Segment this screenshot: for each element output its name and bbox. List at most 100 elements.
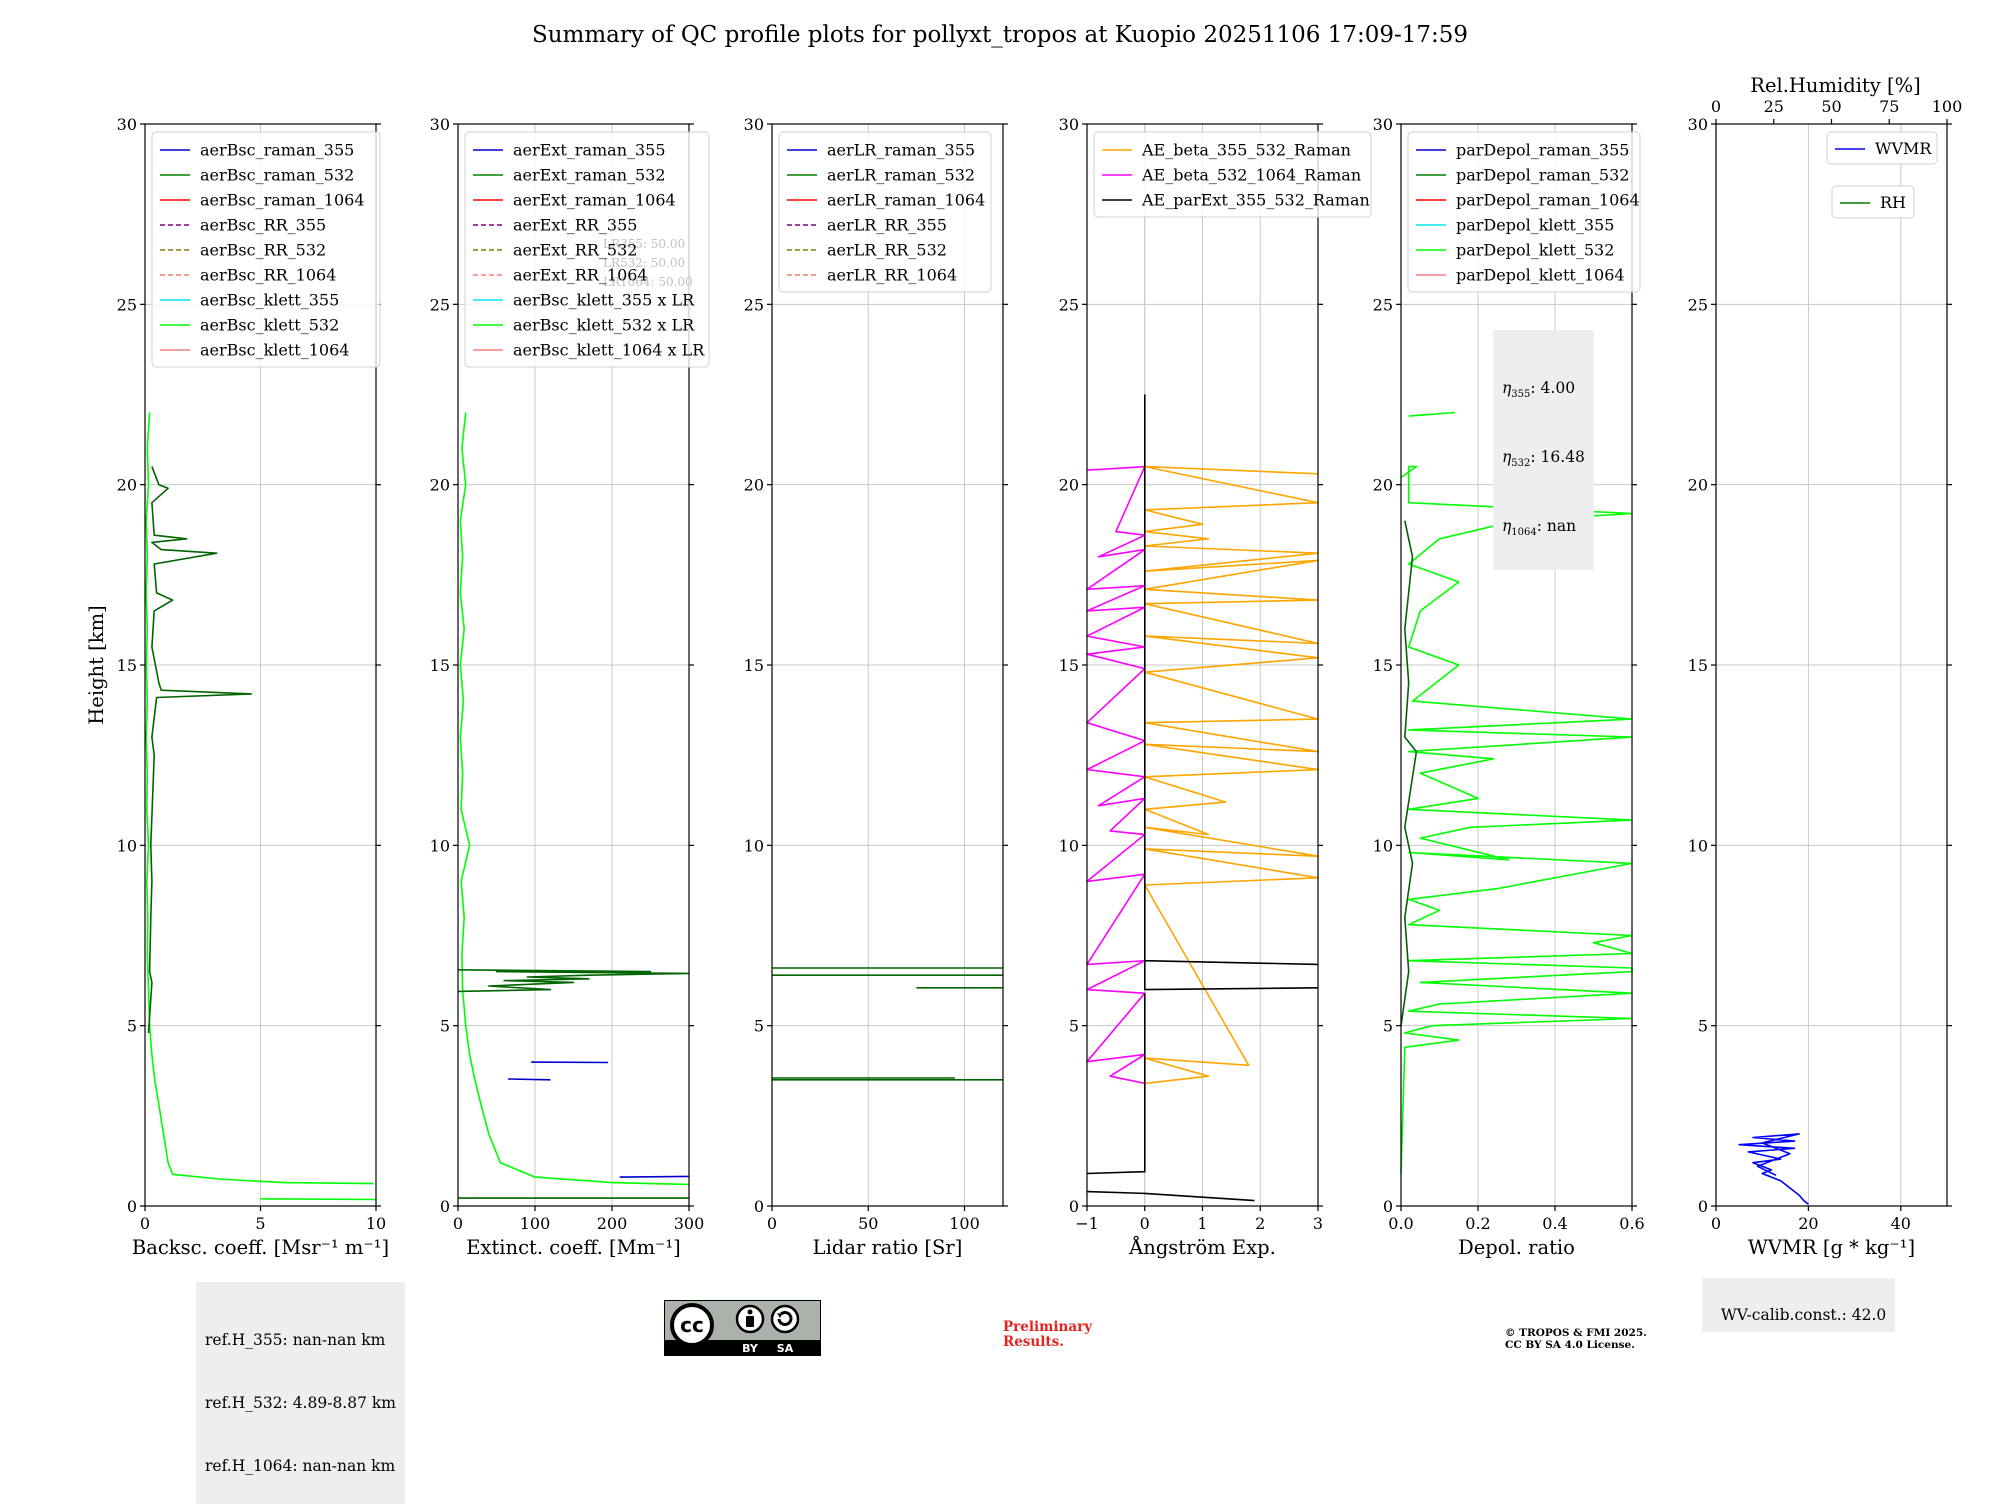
ytick-label: 25 (117, 295, 137, 314)
series-aerExt_raman_355_c (508, 1079, 550, 1080)
eta-532: η532: 16.48 (1502, 447, 1585, 474)
ytick-label: 15 (744, 656, 764, 675)
panel-depol (1396, 124, 1640, 1211)
legend-label: aerExt_RR_532 (513, 241, 637, 260)
xtick-label: −1 (1075, 1214, 1099, 1233)
xtick-label: 50 (858, 1214, 878, 1233)
ytick-label: 25 (1688, 295, 1708, 314)
ytick-label: 0 (754, 1197, 764, 1216)
ytick-label: 0 (440, 1197, 450, 1216)
x-axis-label: Depol. ratio (1458, 1236, 1575, 1259)
ytick-label: 25 (430, 295, 450, 314)
xtick-label: 0.0 (1388, 1214, 1413, 1233)
top-xtick-label: 75 (1879, 97, 1899, 116)
ytick-label: 30 (1059, 115, 1079, 134)
x-axis-label: Extinct. coeff. [Mm⁻¹] (466, 1236, 681, 1259)
legend-label: WVMR (1875, 139, 1932, 158)
ytick-label: 25 (744, 295, 764, 314)
cc-sa-text: SA (777, 1342, 794, 1355)
ytick-label: 10 (1373, 836, 1393, 855)
ytick-label: 20 (744, 476, 764, 495)
series-WVMR (1739, 1134, 1808, 1204)
eta-355: η355: 4.00 (1502, 378, 1585, 405)
legend-label: aerLR_RR_1064 (827, 266, 957, 285)
legend-label: aerBsc_klett_532 x LR (513, 316, 695, 335)
ytick-label: 0 (127, 1197, 137, 1216)
ytick-label: 30 (744, 115, 764, 134)
ytick-label: 10 (117, 836, 137, 855)
ytick-label: 30 (1688, 115, 1708, 134)
eta-box: η355: 4.00 η532: 16.48 η1064: nan (1493, 330, 1594, 570)
legend-label: aerBsc_RR_532 (200, 241, 326, 260)
series-aerExt_raman_355 (620, 1176, 689, 1177)
xtick-label: 3 (1313, 1214, 1323, 1233)
xtick-label: 0 (1711, 1214, 1721, 1233)
ytick-label: 20 (117, 476, 137, 495)
xtick-label: 300 (674, 1214, 705, 1233)
wv-calibration-box: WV-calib.const.: 42.0 (1702, 1278, 1895, 1332)
series-AE_beta_532_1064_Raman (1087, 467, 1145, 1084)
ytick-label: 10 (1059, 836, 1079, 855)
legend-label: parDepol_klett_355 (1456, 216, 1614, 235)
legend-label: parDepol_klett_532 (1456, 241, 1614, 260)
xtick-label: 0 (140, 1214, 150, 1233)
ytick-label: 15 (1059, 656, 1079, 675)
legend-label: parDepol_raman_532 (1456, 166, 1629, 185)
legend-label: AE_parExt_355_532_Raman (1141, 191, 1370, 210)
ytick-label: 10 (430, 836, 450, 855)
legend-label: aerExt_raman_1064 (513, 191, 676, 210)
cc-by-text: BY (742, 1342, 759, 1355)
legend-label: aerBsc_RR_1064 (200, 266, 336, 285)
xtick-label: 2 (1255, 1214, 1265, 1233)
legend-label: parDepol_raman_355 (1456, 141, 1629, 160)
ref-h-532: ref.H_532: 4.89-8.87 km (205, 1393, 396, 1414)
series-AE_parExt_c (1087, 993, 1145, 1173)
series-aerExt_raman_532 (458, 970, 689, 992)
xtick-label: 0 (453, 1214, 463, 1233)
legend-label: aerExt_raman_532 (513, 166, 666, 185)
legend-label: aerBsc_raman_1064 (200, 191, 365, 210)
x-axis-label: WVMR [g * kg⁻¹] (1748, 1236, 1915, 1259)
legend-label: aerBsc_klett_1064 (200, 341, 349, 360)
legend-label: aerLR_raman_532 (827, 166, 975, 185)
panel-bsc (140, 124, 381, 1211)
legend-label: AE_beta_355_532_Raman (1141, 141, 1351, 160)
ytick-label: 25 (1059, 295, 1079, 314)
ytick-label: 20 (1059, 476, 1079, 495)
xtick-label: 0.4 (1542, 1214, 1567, 1233)
y-axis-label: Height [km] (85, 605, 108, 724)
ytick-label: 15 (1373, 656, 1393, 675)
panel-wv (1711, 119, 2000, 1211)
cc-logo-text: cc (680, 1313, 704, 1337)
ytick-label: 30 (1373, 115, 1393, 134)
legend-label: aerExt_RR_1064 (513, 266, 648, 285)
x-axis-label: Backsc. coeff. [Msr⁻¹ m⁻¹] (132, 1236, 389, 1259)
legend-label: aerBsc_klett_532 (200, 316, 339, 335)
xtick-label: 0.6 (1619, 1214, 1644, 1233)
ytick-label: 20 (1688, 476, 1708, 495)
xtick-label: 40 (1891, 1214, 1911, 1233)
ytick-label: 5 (1069, 1017, 1079, 1036)
reference-height-box: ref.H_355: nan-nan km ref.H_532: 4.89-8.… (196, 1282, 405, 1504)
legend-label: aerLR_raman_355 (827, 141, 975, 160)
xtick-label: 0.2 (1465, 1214, 1490, 1233)
legend-label: aerBsc_raman_532 (200, 166, 354, 185)
top-xtick-label: 100 (1932, 97, 1963, 116)
series-AE_parExt_d (1087, 1192, 1255, 1201)
ytick-label: 5 (440, 1017, 450, 1036)
ytick-label: 10 (744, 836, 764, 855)
ytick-label: 10 (1688, 836, 1708, 855)
series-AE_beta_355_532_Raman (1145, 467, 1318, 1084)
series-parDepol_raman_532 (1401, 521, 1416, 1026)
xtick-label: 10 (366, 1214, 386, 1233)
ref-h-1064: ref.H_1064: nan-nan km (205, 1456, 396, 1477)
legend-label: aerBsc_klett_1064 x LR (513, 341, 705, 360)
ytick-label: 5 (127, 1017, 137, 1036)
series-aerBsc_klett_532 x LR (460, 413, 689, 1185)
series-aerBsc_raman_532 (149, 467, 252, 1033)
ytick-label: 15 (430, 656, 450, 675)
series-parDepol_klett_532_top (1409, 413, 1455, 417)
xtick-label: 200 (597, 1214, 628, 1233)
legend-label: aerLR_RR_532 (827, 241, 947, 260)
legend-label: RH (1880, 193, 1906, 212)
